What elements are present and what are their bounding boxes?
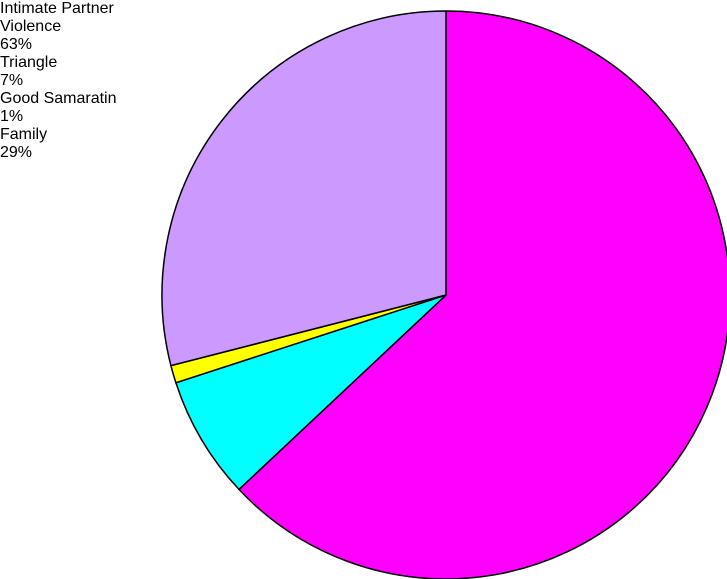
pie-slice	[174, 294, 447, 491]
pie-slice	[237, 10, 727, 579]
value-label: 7%	[0, 72, 24, 89]
category-label: Triangle	[0, 54, 58, 71]
pie-slice	[161, 10, 447, 367]
slice-label: Intimate Partner Violence 63%	[0, 0, 150, 54]
value-label: 63%	[0, 36, 33, 53]
category-label: Good Samaratin	[0, 90, 117, 107]
category-label: Family	[0, 126, 48, 143]
slice-label: Good Samaratin 1%	[0, 90, 190, 126]
category-label: Intimate Partner Violence	[0, 0, 114, 35]
slice-label: Triangle 7%	[0, 54, 100, 90]
value-label: 1%	[0, 108, 24, 125]
value-label: 29%	[0, 144, 33, 161]
slice-label: Family 29%	[0, 126, 100, 162]
